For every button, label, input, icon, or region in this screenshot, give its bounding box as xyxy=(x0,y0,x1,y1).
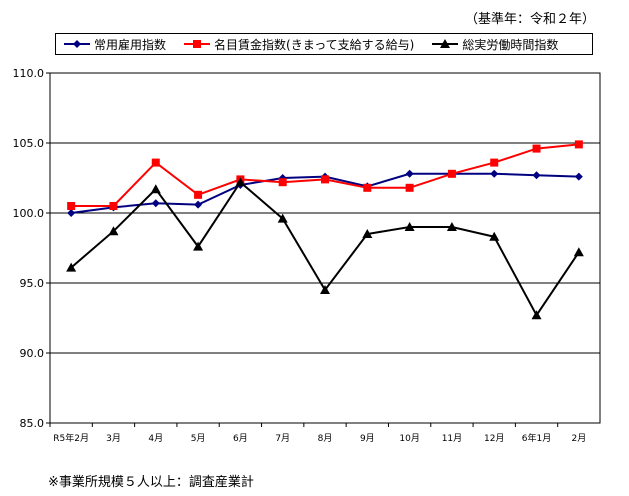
data-point-square xyxy=(321,175,329,184)
data-point-triangle xyxy=(108,226,119,236)
x-axis-ticks: R5年2月 3月 4月 5月 6月 7月 8月 9月 10月 11月 12月 6年1月 2月 xyxy=(49,423,586,444)
triangle-marker-icon xyxy=(432,39,459,48)
gridlines xyxy=(50,142,600,354)
legend-label-employment: 常用雇用指数 xyxy=(94,37,167,52)
plot-area xyxy=(49,72,601,424)
data-point-triangle xyxy=(150,184,161,194)
series-group xyxy=(66,140,584,320)
x-tick-label: 7月 xyxy=(275,433,290,444)
legend-item-hours: 総実労働時間指数 xyxy=(432,36,558,53)
data-point-diamond xyxy=(405,169,414,178)
x-tick-label: 12月 xyxy=(484,433,504,444)
y-tick-label: 85.0 xyxy=(20,417,45,430)
data-point-diamond xyxy=(574,172,583,181)
x-tick-label: 8月 xyxy=(318,433,333,444)
data-point-square xyxy=(574,140,583,149)
data-point-square xyxy=(109,202,118,210)
x-tick-label: 6月 xyxy=(233,433,248,444)
data-point-triangle xyxy=(573,247,584,257)
data-point-square xyxy=(447,169,456,178)
data-point-diamond xyxy=(490,169,499,178)
y-tick-label: 95.0 xyxy=(20,277,45,290)
legend-label-hours: 総実労働時間指数 xyxy=(462,37,559,52)
legend-item-employment: 常用雇用指数 xyxy=(64,36,166,53)
data-point-diamond xyxy=(532,171,541,180)
x-tick-label: 3月 xyxy=(106,433,121,444)
data-point-diamond xyxy=(194,200,203,209)
legend-item-wage: 名目賃金指数(きまって支給する給与) xyxy=(184,36,414,53)
y-axis-ticks: 85.0 90.0 95.0 100.0 105.0 110.0 xyxy=(13,67,50,430)
legend: 常用雇用指数 名目賃金指数(きまって支給する給与) 総実労働時間指数 xyxy=(55,33,593,55)
data-point-square xyxy=(151,158,160,167)
data-point-triangle xyxy=(489,231,500,241)
data-point-square xyxy=(67,202,76,210)
x-tick-label: 5月 xyxy=(191,433,206,444)
footnote: ※事業所規模５人以上：調査産業計 xyxy=(48,475,254,490)
data-point-square xyxy=(532,144,541,153)
data-point-triangle xyxy=(404,222,415,231)
data-point-triangle xyxy=(66,262,77,272)
data-point-square xyxy=(405,183,414,192)
diamond-marker-icon xyxy=(64,40,90,48)
data-point-triangle xyxy=(531,310,542,320)
x-tick-label: R5年2月 xyxy=(53,432,89,444)
legend-label-wage: 名目賃金指数(きまって支給する給与) xyxy=(214,37,415,52)
data-point-triangle xyxy=(235,177,246,187)
y-tick-label: 90.0 xyxy=(20,347,45,360)
x-tick-label: 11月 xyxy=(442,433,462,444)
data-point-triangle xyxy=(362,229,373,238)
x-tick-label: 4月 xyxy=(148,433,163,444)
data-point-diamond xyxy=(151,199,160,208)
square-marker-icon xyxy=(184,40,211,48)
y-tick-label: 100.0 xyxy=(13,207,45,220)
x-tick-label: 9月 xyxy=(360,433,375,444)
data-point-square xyxy=(490,158,499,167)
y-tick-label: 105.0 xyxy=(13,137,45,150)
data-point-square xyxy=(278,178,287,187)
data-point-triangle xyxy=(446,222,457,231)
data-point-triangle xyxy=(277,213,288,223)
x-tick-label: 2月 xyxy=(571,433,586,444)
y-tick-label: 110.0 xyxy=(13,67,45,80)
x-tick-label: 10月 xyxy=(399,433,419,444)
data-point-square xyxy=(194,190,203,199)
x-tick-label: 6年1月 xyxy=(522,432,551,444)
data-point-diamond xyxy=(67,209,76,217)
data-point-triangle xyxy=(193,241,204,251)
data-point-triangle xyxy=(320,285,330,294)
data-point-square xyxy=(363,183,372,192)
base-year-note: （基準年：令和２年） xyxy=(464,12,595,27)
